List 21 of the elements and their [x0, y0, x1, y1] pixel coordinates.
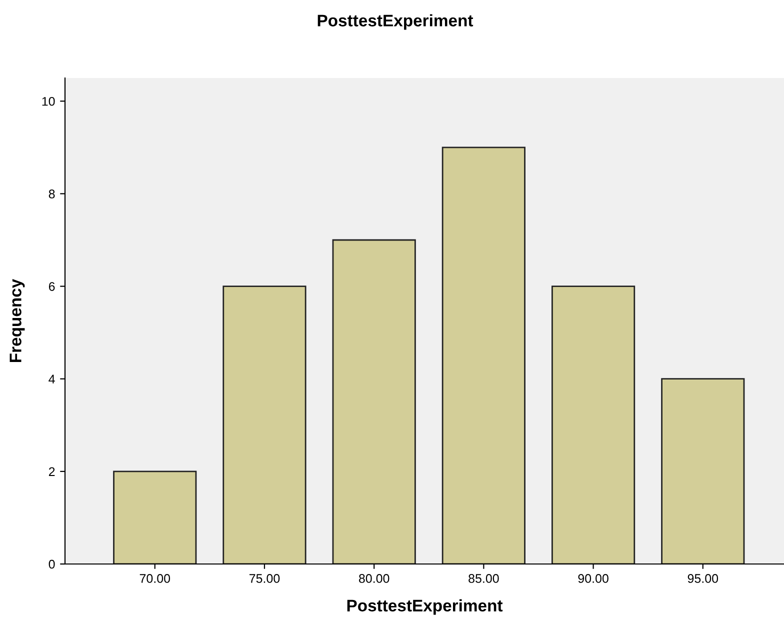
- chart-title: PosttestExperiment: [318, 14, 474, 30]
- x-tick-label: 75.00: [249, 574, 280, 583]
- y-tick-label: 0: [48, 560, 55, 569]
- y-tick-label: 8: [48, 190, 55, 198]
- bar: [222, 286, 306, 564]
- x-tick-label: 70.00: [140, 574, 170, 583]
- x-tick-label: 90.00: [578, 574, 608, 583]
- bar: [442, 146, 526, 564]
- x-tick-label: 95.00: [688, 574, 718, 583]
- y-tick-label: 4: [48, 374, 55, 384]
- y-tick-label: 2: [48, 467, 55, 476]
- bar: [332, 239, 416, 564]
- y-tick-label: 10: [42, 96, 55, 106]
- y-axis-title: Frequency: [10, 278, 25, 362]
- x-axis-title: PosttestExperiment: [347, 599, 503, 615]
- x-tick-label: 85.00: [468, 574, 499, 583]
- y-tick-label: 6: [48, 282, 55, 291]
- x-tick-label: 80.00: [358, 574, 390, 583]
- bar: [661, 378, 745, 564]
- bar: [551, 286, 636, 564]
- bar: [113, 470, 197, 564]
